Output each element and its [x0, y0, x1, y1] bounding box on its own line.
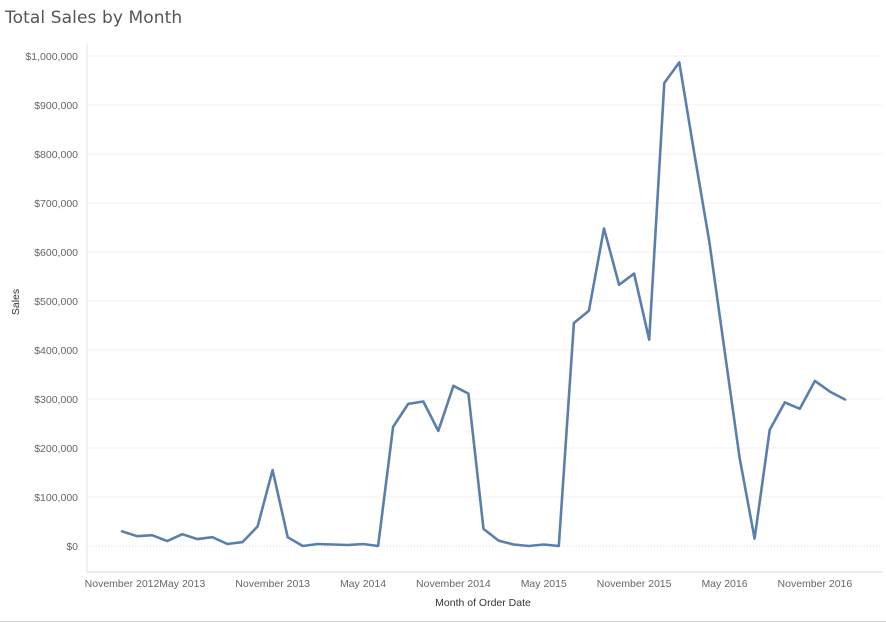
y-tick-label: $200,000	[34, 443, 78, 455]
x-tick-label: May 2015	[521, 578, 567, 590]
x-tick-label: November 2014	[416, 578, 491, 590]
y-tick-label: $300,000	[34, 394, 78, 406]
y-axis-title: Sales	[10, 289, 22, 315]
y-tick-label: $800,000	[34, 149, 78, 161]
y-axis-ticks: $0 $100,000 $200,000 $300,000 $400,000 $500,0…	[25, 51, 78, 553]
chart-title: Total Sales by Month	[5, 8, 183, 28]
x-tick-label: May 2013	[159, 578, 205, 590]
y-tick-label: $100,000	[34, 492, 78, 504]
y-tick-label: $500,000	[34, 296, 78, 308]
sales-series-line	[120, 61, 847, 548]
y-tick-label: $1,000,000	[25, 51, 78, 63]
gridlines	[86, 44, 882, 573]
y-tick-label: $900,000	[34, 100, 78, 112]
x-tick-label: May 2016	[701, 578, 747, 590]
x-tick-label: November 2013	[235, 578, 310, 590]
y-tick-label: $700,000	[34, 198, 78, 210]
y-tick-label: $0	[66, 541, 78, 553]
y-tick-label: $600,000	[34, 247, 78, 259]
x-tick-label: November 2016	[778, 578, 853, 590]
x-axis-title: Month of Order Date	[435, 597, 531, 609]
x-tick-label: November 2015	[597, 578, 672, 590]
x-axis-ticks: November 2012 May 2013 November 2013 May 20…	[85, 578, 853, 590]
x-tick-label: November 2012	[85, 578, 160, 590]
y-tick-label: $400,000	[34, 345, 78, 357]
x-tick-label: May 2014	[340, 578, 386, 590]
